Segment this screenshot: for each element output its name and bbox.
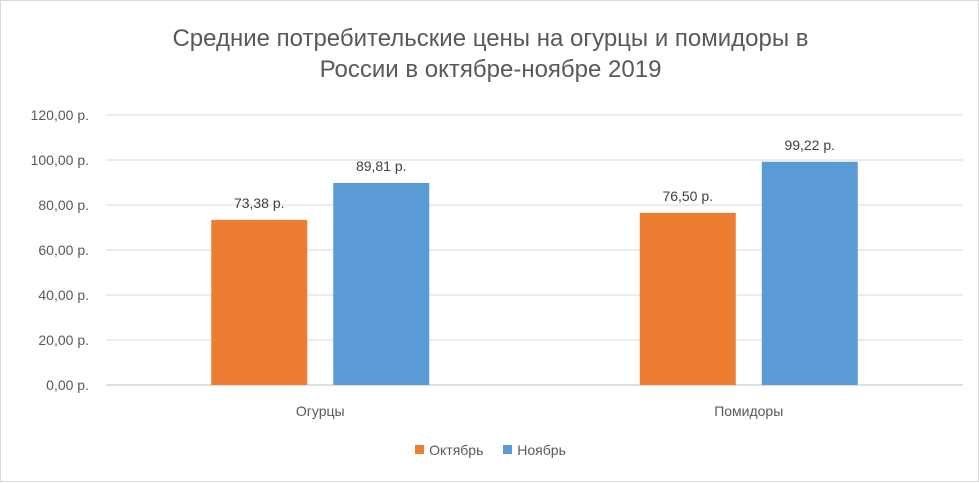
data-label: 89,81 р. [356,158,407,174]
legend-swatch-october [415,445,425,454]
y-tick-label: 20,00 р. [38,332,89,348]
data-label: 99,22 р. [784,137,835,153]
y-tick-label: 80,00 р. [38,197,89,213]
chart-title: Средние потребительские цены на огурцы и… [1,23,979,85]
legend-swatch-november [503,445,513,454]
data-label: 73,38 р. [234,195,285,211]
legend-label-november: Ноябрь [517,441,566,458]
bar [761,161,858,385]
y-tick-label: 100,00 р. [31,152,89,168]
bar [333,182,430,385]
x-tick-label: Огурцы [296,403,345,419]
legend: Октябрь Ноябрь [1,441,979,458]
bar [211,219,308,385]
y-tick-label: 0,00 р. [46,377,89,393]
chart-title-line-2: России в октябре-ноябре 2019 [319,56,662,83]
legend-label-october: Октябрь [429,441,484,458]
y-tick-label: 40,00 р. [38,287,89,303]
bar [639,212,736,385]
y-tick-label: 120,00 р. [31,107,89,123]
legend-item-november: Ноябрь [503,442,566,458]
x-tick-label: Помидоры [714,403,783,419]
legend-item-october: Октябрь [415,442,483,458]
y-tick-label: 60,00 р. [38,242,89,258]
chart-title-line-1: Средние потребительские цены на огурцы и… [172,25,809,52]
data-label: 76,50 р. [662,188,713,204]
